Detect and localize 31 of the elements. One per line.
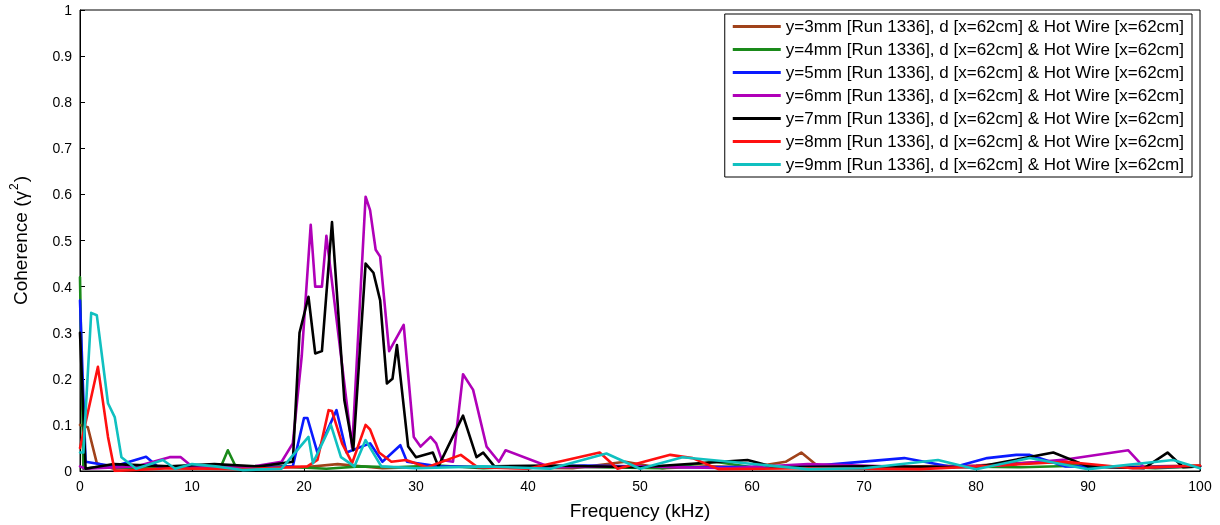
legend-label: y=5mm [Run 1336], d [x=62cm] & Hot Wire [x=62cm] [785, 63, 1185, 82]
x-tick-label: 70 [856, 478, 872, 494]
y-tick-label: 0 [64, 463, 73, 479]
x-tick-label: 30 [408, 478, 424, 494]
x-tick-label: 0 [76, 478, 85, 494]
x-tick-label: 50 [632, 478, 648, 494]
legend-label: y=3mm [Run 1336], d [x=62cm] & Hot Wire [x=62cm] [785, 17, 1185, 36]
y-axis-title: Coherence (γ2) [7, 175, 31, 306]
legend-label: y=6mm [Run 1336], d [x=62cm] & Hot Wire [x=62cm] [785, 86, 1185, 105]
y-tick-label: 1 [64, 2, 73, 18]
y-tick-label: 0.5 [52, 232, 73, 249]
y-tick-label: 0.4 [52, 278, 73, 295]
x-tick-label: 100 [1188, 478, 1212, 494]
y-tick-label: 0.7 [52, 140, 73, 157]
y-tick-label: 0.2 [52, 370, 73, 387]
legend-label: y=9mm [Run 1336], d [x=62cm] & Hot Wire [x=62cm] [785, 155, 1185, 174]
y-tick-label: 0.3 [52, 324, 73, 341]
x-tick-label: 40 [520, 478, 536, 494]
y-tick-label: 0.9 [52, 48, 73, 65]
x-tick-label: 90 [1080, 478, 1096, 494]
x-tick-label: 10 [184, 478, 200, 494]
y-tick-label: 0.1 [52, 416, 73, 433]
y-tick-label: 0.6 [52, 186, 73, 203]
legend-label: y=8mm [Run 1336], d [x=62cm] & Hot Wire [x=62cm] [785, 132, 1185, 151]
x-tick-label: 60 [744, 478, 760, 494]
x-axis-title: Frequency (kHz) [569, 500, 711, 521]
x-tick-label: 20 [296, 478, 312, 494]
legend-label: y=4mm [Run 1336], d [x=62cm] & Hot Wire [x=62cm] [785, 40, 1185, 59]
x-tick-label: 80 [968, 478, 984, 494]
y-tick-label: 0.8 [52, 94, 73, 111]
legend-label: y=7mm [Run 1336], d [x=62cm] & Hot Wire [x=62cm] [785, 109, 1185, 128]
